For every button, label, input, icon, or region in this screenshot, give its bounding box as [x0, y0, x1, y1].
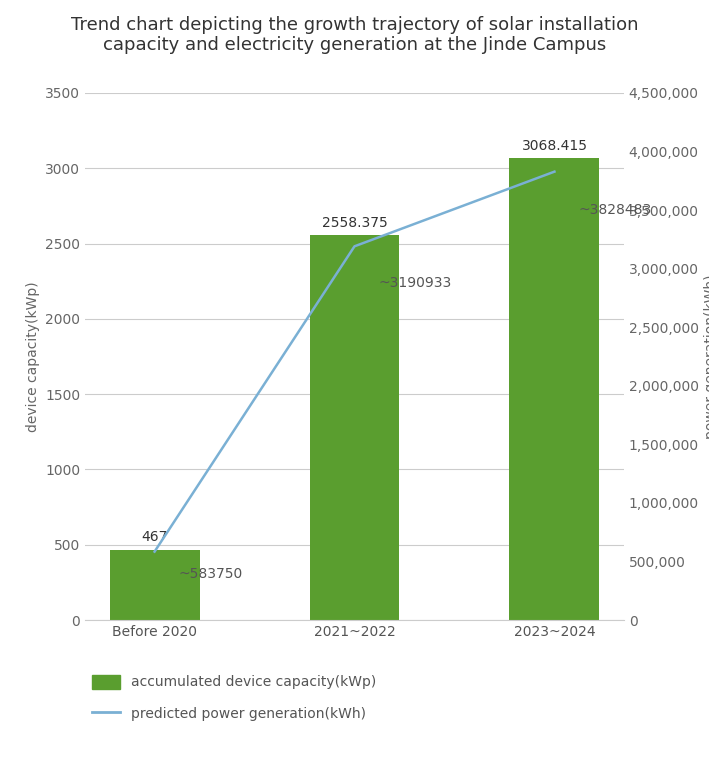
Y-axis label: device capacity(kWp): device capacity(kWp): [26, 281, 40, 432]
Text: ~3828483: ~3828483: [579, 203, 652, 217]
Text: ~3190933: ~3190933: [379, 276, 452, 290]
Text: 2558.375: 2558.375: [322, 215, 387, 229]
Bar: [510, 158, 599, 620]
Text: 467: 467: [141, 530, 168, 544]
Bar: [110, 549, 199, 620]
Legend: accumulated device capacity(kWp), predicted power generation(kWh): accumulated device capacity(kWp), predic…: [86, 669, 382, 726]
Y-axis label: power generation(kWh): power generation(kWh): [705, 274, 709, 439]
Text: Trend chart depicting the growth trajectory of solar installation
capacity and e: Trend chart depicting the growth traject…: [71, 16, 638, 54]
Bar: [310, 235, 399, 620]
Text: ~583750: ~583750: [179, 567, 242, 580]
Text: 3068.415: 3068.415: [521, 139, 588, 153]
